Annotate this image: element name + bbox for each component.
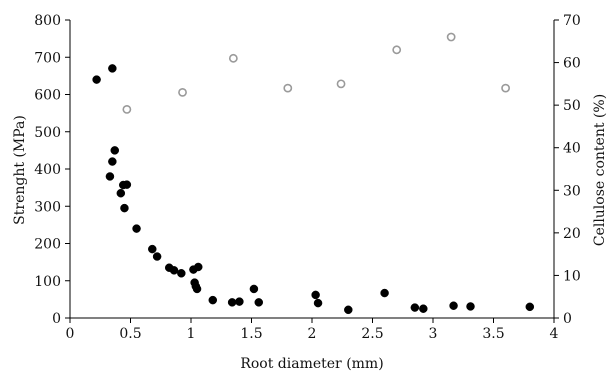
cellulose-point <box>178 87 187 97</box>
plot-layer: 0 0.5 1 1.5 2 2.5 3 3.5 401002003004005006007008… <box>34 13 581 342</box>
y2-tick-label: 20 <box>563 226 581 242</box>
y2-tick-label: 10 <box>563 268 581 284</box>
y2-tick-label: 70 <box>563 13 581 29</box>
strength-point <box>419 304 428 313</box>
strength-point <box>152 252 162 261</box>
strength-point <box>108 157 117 166</box>
x-tick-label: 2 <box>308 326 317 342</box>
strength-point <box>132 224 141 233</box>
strength-point <box>254 298 264 307</box>
strength-point <box>249 284 259 294</box>
x-tick-label: 3 <box>429 326 438 342</box>
strength-point <box>122 180 132 189</box>
strength-point <box>169 266 179 275</box>
y2-tick-label: 60 <box>563 56 581 72</box>
strength-point <box>177 269 186 278</box>
x-tick-label: 0.5 <box>119 326 141 342</box>
strength-point <box>410 303 420 312</box>
strength-point <box>235 297 244 306</box>
strength-point <box>148 244 157 254</box>
strength-point <box>110 146 120 155</box>
y2-tick-label: 0 <box>563 311 572 327</box>
x-tick-label: 1.5 <box>240 326 262 342</box>
y2-axis-title: Cellulose content (%) <box>592 94 608 246</box>
strength-point <box>311 290 320 300</box>
y-tick-label: 800 <box>34 13 61 29</box>
y-axis-title: Strenght (MPa) <box>12 115 28 225</box>
strength-point <box>380 288 389 298</box>
x-tick-label: 3.5 <box>482 326 504 342</box>
strength-point <box>313 298 323 308</box>
y-tick-label: 700 <box>34 50 61 66</box>
strength-point <box>194 262 203 272</box>
cellulose-point <box>283 83 293 93</box>
x-tick-label: 2.5 <box>361 326 383 342</box>
y2-tick-label: 30 <box>563 183 581 199</box>
strength-point <box>227 298 237 307</box>
y-tick-label: 300 <box>34 199 61 215</box>
y-tick-label: 0 <box>52 311 61 327</box>
cellulose-point <box>392 45 402 55</box>
cellulose-point <box>122 105 132 114</box>
strength-point <box>208 295 218 305</box>
x-tick-label: 0 <box>66 326 75 342</box>
strength-point <box>116 188 126 198</box>
y2-tick-label: 50 <box>563 98 581 114</box>
strength-point <box>105 172 115 181</box>
cellulose-point <box>336 79 346 89</box>
strength-point <box>92 75 101 84</box>
x-tick-label: 1 <box>187 326 196 342</box>
y2-tick-label: 40 <box>563 141 581 157</box>
y-tick-label: 100 <box>34 274 61 290</box>
cellulose-point <box>228 53 238 63</box>
strength-point <box>108 64 117 73</box>
x-axis-title: Root diameter (mm) <box>240 356 383 372</box>
y-tick-label: 600 <box>34 88 61 104</box>
strength-point <box>192 284 202 294</box>
strength-point <box>525 302 535 312</box>
strength-point <box>120 203 129 213</box>
strength-point <box>466 302 475 311</box>
x-tick-label: 4 <box>550 326 559 342</box>
cellulose-point <box>446 32 456 42</box>
cellulose-point <box>501 83 510 93</box>
y-tick-label: 400 <box>34 162 61 178</box>
strength-point <box>344 305 353 315</box>
y-tick-label: 500 <box>34 125 61 141</box>
y-tick-label: 200 <box>34 237 61 253</box>
strength-point <box>449 301 458 310</box>
